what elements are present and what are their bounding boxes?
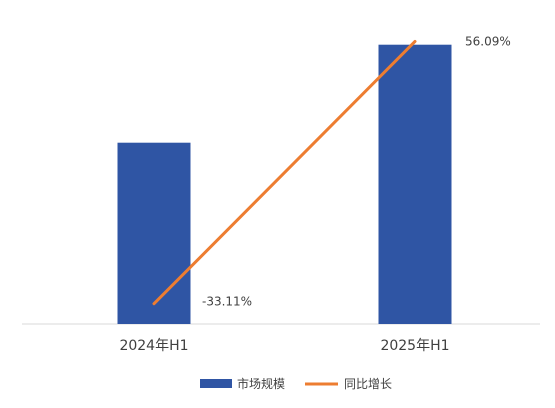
bar-1 <box>117 142 191 324</box>
legend-label-line: 同比增长 <box>344 377 392 391</box>
bar-2 <box>378 44 452 324</box>
growth-label-2: 56.09% <box>465 34 511 48</box>
category-label-2: 2025年H1 <box>380 338 449 354</box>
legend-label-bar: 市场规模 <box>237 376 285 391</box>
legend-swatch-bar <box>200 379 232 388</box>
category-label-1: 2024年H1 <box>119 338 188 354</box>
growth-label-1: -33.11% <box>202 295 252 309</box>
growth-line <box>152 39 417 306</box>
